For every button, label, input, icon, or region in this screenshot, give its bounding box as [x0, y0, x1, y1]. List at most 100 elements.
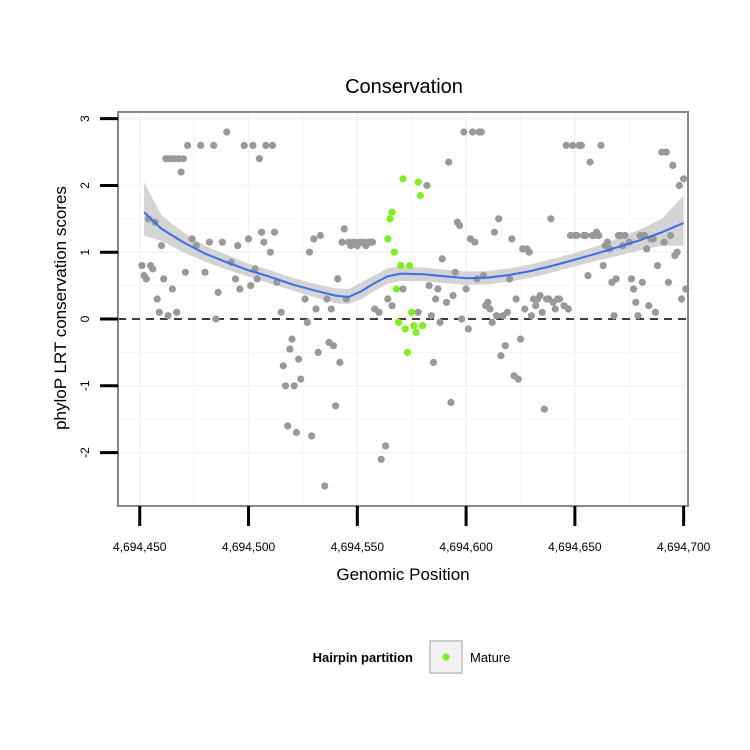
- point-other: [469, 128, 477, 136]
- point-other: [442, 298, 451, 306]
- panel-border: [117, 111, 689, 507]
- point-other: [449, 292, 457, 300]
- point-other: [651, 308, 660, 316]
- point-other: [323, 295, 331, 303]
- point-other: [414, 308, 422, 316]
- point-other: [262, 141, 270, 149]
- point-other: [669, 161, 677, 169]
- point-other: [218, 238, 226, 246]
- point-other: [621, 231, 629, 240]
- point-other: [512, 295, 520, 303]
- point-other: [501, 342, 509, 350]
- x-axis-title: Genomic Position: [336, 565, 469, 584]
- point-other: [234, 242, 242, 250]
- point-other: [495, 215, 503, 223]
- point-other: [506, 275, 514, 283]
- y-axis-title: phyloP LRT conservation scores: [51, 186, 70, 430]
- point-other: [527, 312, 536, 320]
- point-other: [179, 155, 187, 163]
- point-other: [643, 245, 651, 253]
- point-other: [155, 308, 163, 316]
- point-other: [303, 318, 311, 326]
- point-other: [597, 141, 605, 149]
- point-other: [279, 362, 287, 370]
- point-other: [277, 308, 285, 316]
- legend-title: Hairpin partition: [313, 650, 413, 665]
- point-other: [212, 315, 220, 323]
- point-other: [569, 141, 577, 149]
- point-other: [375, 308, 383, 316]
- point-other: [556, 295, 564, 303]
- y-axis: -2 -1 0 1 2 3: [78, 115, 118, 458]
- y-tick-label: 1: [78, 249, 92, 256]
- point-other: [399, 285, 407, 293]
- point-other: [205, 238, 213, 246]
- point-mature: [386, 215, 394, 223]
- point-other: [164, 312, 172, 320]
- smooth-trend-line: [143, 211, 684, 299]
- point-other: [436, 318, 444, 326]
- y-tick-label: -2: [78, 447, 92, 458]
- point-mature: [405, 262, 414, 270]
- point-other: [673, 248, 681, 256]
- point-other: [244, 235, 253, 243]
- point-mature: [412, 328, 420, 336]
- point-other: [184, 141, 192, 149]
- point-mature: [388, 208, 396, 216]
- x-tick-label: 4,694,600: [439, 540, 493, 554]
- point-other: [516, 335, 525, 343]
- point-other: [630, 285, 638, 293]
- point-other: [327, 305, 335, 313]
- point-other: [627, 275, 636, 283]
- point-mature: [399, 175, 407, 183]
- point-other: [260, 238, 268, 246]
- point-other: [301, 295, 309, 303]
- point-other: [340, 225, 348, 233]
- point-other: [177, 168, 185, 176]
- point-other: [612, 275, 620, 283]
- point-other: [460, 128, 468, 136]
- chart-title: Conservation: [345, 76, 463, 98]
- point-other: [321, 482, 329, 490]
- point-other: [521, 305, 529, 313]
- point-other: [251, 265, 259, 273]
- point-other: [305, 248, 314, 256]
- point-other: [173, 308, 181, 316]
- point-other: [286, 345, 294, 353]
- y-tick-label: 0: [78, 315, 92, 322]
- point-other: [497, 352, 505, 360]
- point-other: [603, 238, 612, 246]
- point-other: [532, 302, 540, 310]
- point-other: [290, 382, 298, 390]
- point-other: [577, 141, 586, 149]
- point-other: [368, 238, 377, 246]
- point-other: [268, 141, 277, 149]
- x-axis: 4,694,450 4,694,500 4,694,550 4,694,600 4,69…: [113, 506, 711, 554]
- point-other: [675, 181, 683, 190]
- point-other: [377, 455, 385, 463]
- point-other: [308, 432, 316, 440]
- point-other: [477, 128, 485, 136]
- point-other: [295, 355, 303, 363]
- point-other: [432, 295, 440, 303]
- point-other: [247, 282, 255, 290]
- point-other: [142, 275, 150, 283]
- point-other: [160, 275, 168, 283]
- point-other: [157, 242, 166, 250]
- point-other: [210, 141, 218, 149]
- legend-key-mature-icon: [442, 653, 450, 661]
- point-other: [662, 148, 670, 156]
- legend-entry-mature: Mature: [470, 650, 510, 665]
- point-other: [382, 442, 390, 450]
- point-other: [540, 405, 549, 413]
- point-other: [214, 288, 222, 296]
- point-other: [249, 141, 257, 149]
- point-other: [334, 275, 342, 283]
- x-tick-label: 4,694,500: [222, 540, 276, 554]
- point-other: [284, 422, 292, 430]
- point-other: [223, 128, 231, 136]
- other-points: [138, 128, 690, 490]
- x-tick-label: 4,694,550: [331, 540, 385, 554]
- point-other: [438, 255, 446, 263]
